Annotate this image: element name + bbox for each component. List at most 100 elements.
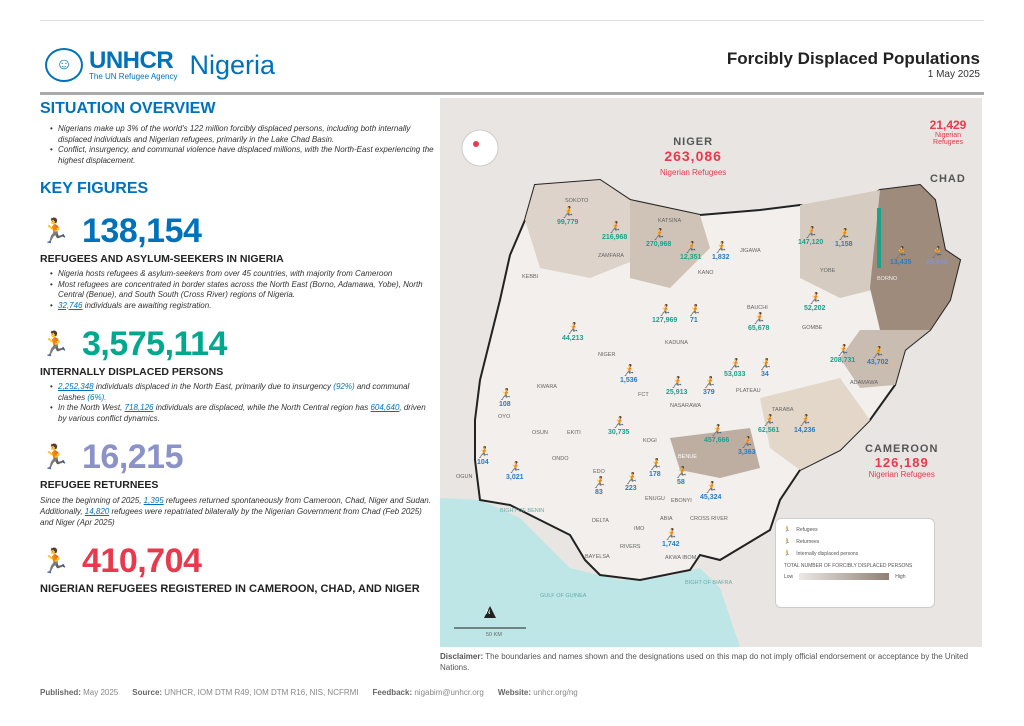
website-link[interactable]: unhcr.org/ng bbox=[533, 688, 578, 697]
state-label: KATSINA bbox=[658, 218, 682, 224]
country-value: 126,189 bbox=[874, 455, 929, 470]
para-text: refugees returned spontaneously from Cam… bbox=[40, 496, 431, 516]
marker-value: 379 bbox=[703, 389, 715, 396]
north-east-link[interactable]: 2,252,348 bbox=[58, 382, 94, 391]
map-marker-refugee[interactable]: 🏃 13,435 bbox=[890, 247, 912, 267]
marker-value: 178 bbox=[649, 471, 661, 478]
country-chad-refugees: 21,429 Nigerian Refugees bbox=[928, 118, 968, 146]
returnee-icon: 🏃 bbox=[784, 539, 791, 545]
repatriated-link[interactable]: 14,820 bbox=[84, 507, 110, 516]
map-marker-idp[interactable]: 🏃 270,968 bbox=[646, 229, 672, 249]
map-marker-idp[interactable]: 🏃 52,202 bbox=[804, 293, 826, 313]
map-legend: 🏃 Refugees 🏃 Returnees 🏃 Internally displac… bbox=[775, 518, 935, 608]
map-marker-idp[interactable]: 🏃 127,969 bbox=[652, 305, 678, 325]
awaiting-registration-link[interactable]: 32,746 bbox=[58, 300, 83, 310]
spontaneous-returns-link[interactable]: 1,395 bbox=[143, 496, 164, 505]
state-label: TARABA bbox=[772, 407, 794, 413]
marker-value: 65,678 bbox=[748, 325, 770, 332]
footer-published: Published: May 2025 bbox=[40, 688, 118, 697]
map-marker-idp[interactable]: 🏃 216,968 bbox=[602, 222, 628, 242]
state-borno bbox=[870, 185, 960, 330]
map-marker-idp[interactable]: 🏃 457,666 bbox=[704, 425, 730, 445]
marker-value: 223 bbox=[625, 485, 637, 492]
map-marker-refugee[interactable]: 🏃 71 bbox=[687, 305, 701, 325]
water-label: Bight of Benin bbox=[500, 508, 545, 514]
map-marker-refugee[interactable]: 🏃 104 bbox=[476, 447, 490, 467]
marker-value: 1,832 bbox=[712, 254, 730, 261]
state-adamawa bbox=[840, 330, 930, 388]
state-label: AKWA IBOM bbox=[665, 555, 697, 561]
legend-total-title: TOTAL NUMBER OF FORCIBLY DISPLACED PERSO… bbox=[784, 563, 913, 569]
marker-value: 71 bbox=[689, 317, 698, 324]
map-marker-idp[interactable]: 🏃 12,351 bbox=[680, 242, 702, 262]
map-marker-idp[interactable]: 🏃 65,678 bbox=[748, 313, 770, 333]
map-marker-refugee[interactable]: 🏃 34 bbox=[758, 359, 772, 379]
map-marker-refugee[interactable]: 🏃 14,236 bbox=[794, 415, 816, 435]
map-marker-refugee[interactable]: 🏃 1,536 bbox=[620, 365, 638, 385]
bullet-text: individuals are displaced, while the Nor… bbox=[153, 403, 371, 412]
legend-idps: 🏃 Internally displaced persons bbox=[784, 551, 926, 557]
marker-value: 108 bbox=[499, 401, 511, 408]
marker-value: 14,236 bbox=[794, 427, 816, 434]
marker-value: 58 bbox=[676, 479, 685, 486]
map-marker-idp[interactable]: 🏃 147,120 bbox=[798, 227, 824, 247]
legend-high: High bbox=[895, 573, 906, 580]
country-sub: Nigerian Refugees bbox=[868, 470, 935, 479]
bullet-text: individuals are awaiting registration. bbox=[82, 300, 212, 310]
refugees-list: Nigeria hosts refugees & asylum-seekers … bbox=[50, 269, 435, 311]
marker-value: 34 bbox=[760, 371, 769, 378]
legend-label: Refugees bbox=[796, 527, 818, 533]
map-marker-idp[interactable]: 🏃 53,033 bbox=[724, 359, 746, 379]
feedback-email-link[interactable]: nigabim@unhcr.org bbox=[414, 688, 484, 697]
marker-value: 3,363 bbox=[738, 449, 756, 456]
para-text: refugees were repatriated bilaterally by… bbox=[40, 507, 422, 527]
map-marker-refugee[interactable]: 🏃 45,324 bbox=[700, 482, 722, 502]
map-marker-returnee[interactable]: 🏃 16,843 bbox=[926, 247, 948, 267]
map-marker-refugee[interactable]: 🏃 3,363 bbox=[738, 437, 756, 457]
legend-returnees: 🏃 Returnees bbox=[784, 539, 926, 545]
map-marker-idp[interactable]: 🏃 25,913 bbox=[666, 377, 688, 397]
map-marker-idp[interactable]: 🏃 44,213 bbox=[562, 323, 584, 343]
map-marker-idp[interactable]: 🏃 30,735 bbox=[608, 417, 630, 437]
north-arrow-icon bbox=[484, 606, 496, 618]
marker-value: 12,351 bbox=[680, 254, 702, 261]
map-marker-refugee[interactable]: 🏃 43,702 bbox=[867, 347, 889, 367]
document-date: 1 May 2025 bbox=[927, 69, 980, 80]
state-label: ADAMAWA bbox=[850, 380, 879, 386]
state-sokoto-zamfara bbox=[525, 180, 640, 278]
water-label: Bight of Biafra bbox=[685, 580, 733, 586]
map-marker-idp[interactable]: 🏃 99,779 bbox=[557, 207, 579, 227]
marker-value: 25,913 bbox=[666, 389, 688, 396]
locator-globe bbox=[461, 129, 499, 167]
map-marker-idp[interactable]: 🏃 208,731 bbox=[830, 345, 856, 365]
north-west-link[interactable]: 718,126 bbox=[124, 403, 154, 412]
map-marker-refugee[interactable]: 🏃 379 bbox=[702, 377, 716, 397]
state-label: BAUCHI bbox=[747, 305, 768, 311]
marker-value: 457,666 bbox=[704, 437, 730, 444]
state-label: YOBE bbox=[820, 268, 836, 274]
legend-gradient bbox=[799, 573, 890, 580]
map-marker-refugee[interactable]: 🏃 108 bbox=[498, 389, 512, 409]
map-marker-refugee[interactable]: 🏃 58 bbox=[674, 467, 688, 487]
map-marker-refugee[interactable]: 🏃 178 bbox=[648, 459, 662, 479]
idps-list: 2,252,348 individuals displaced in the N… bbox=[50, 382, 435, 424]
north-central-link[interactable]: 604,640 bbox=[370, 403, 400, 412]
country-name: Nigeria bbox=[189, 49, 276, 80]
map-marker-idp[interactable]: 🏃 62,561 bbox=[758, 415, 780, 435]
state-label: CROSS RIVER bbox=[690, 516, 728, 522]
map-marker-refugee[interactable]: 🏃 1,158 bbox=[835, 229, 853, 249]
displacement-map[interactable]: 50 km NIGER 263,086 Nigerian Refugees 21,4… bbox=[440, 98, 982, 647]
footer-label: Published: bbox=[40, 688, 81, 697]
state-label: OGUN bbox=[456, 474, 473, 480]
map-marker-refugee[interactable]: 🏃 1,742 bbox=[662, 529, 680, 549]
map-marker-refugee[interactable]: 🏃 223 bbox=[624, 473, 638, 493]
marker-value: 127,969 bbox=[652, 317, 678, 324]
map-marker-refugee[interactable]: 🏃 83 bbox=[592, 477, 606, 497]
state-label: DELTA bbox=[592, 518, 609, 524]
map-marker-refugee[interactable]: 🏃 3,021 bbox=[506, 462, 524, 482]
returnees-text: Since the beginning of 2025, 1,395 refug… bbox=[40, 495, 435, 528]
locator-dot bbox=[473, 141, 479, 147]
document-title: Forcibly Displaced Populations bbox=[726, 49, 980, 68]
map-marker-refugee[interactable]: 🏃 1,832 bbox=[712, 242, 730, 262]
country-value: 263,086 bbox=[664, 148, 722, 164]
